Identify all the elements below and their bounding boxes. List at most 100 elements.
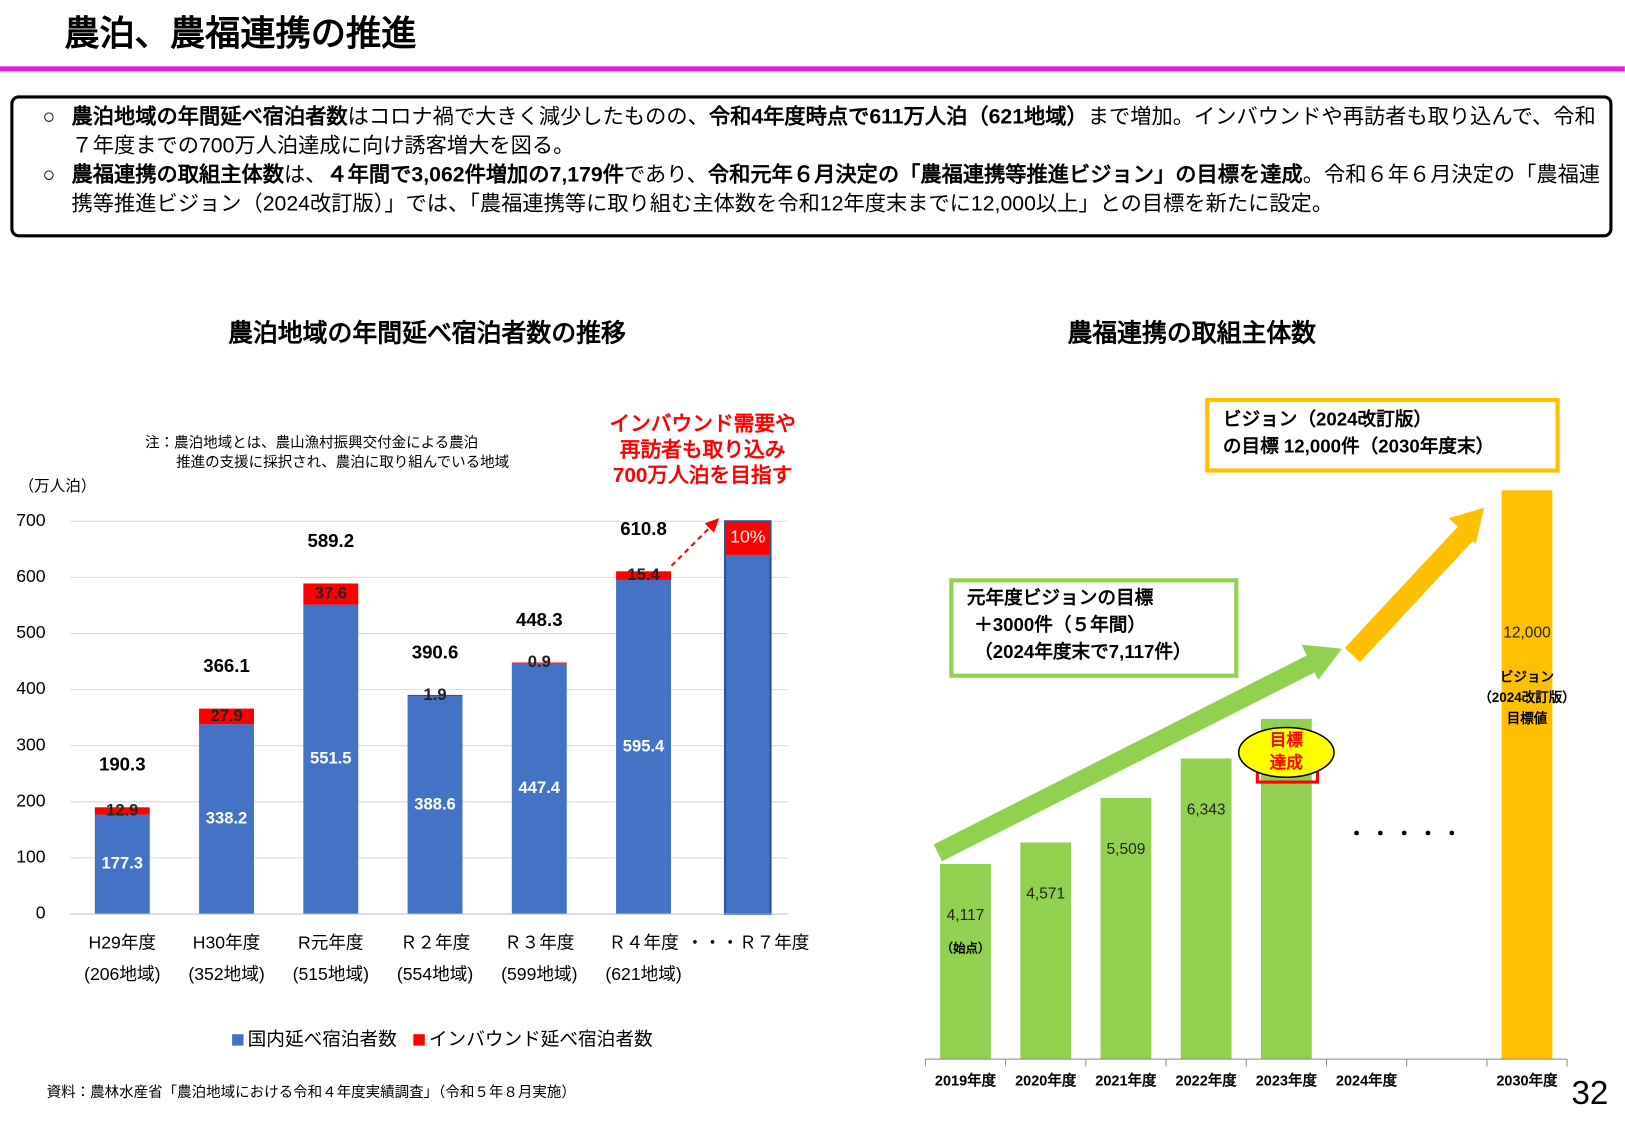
value-label: 27.9 — [210, 706, 242, 725]
x-tick-label: 2030年度 — [1496, 1072, 1558, 1090]
value-label: 4,117 — [947, 907, 985, 924]
y-tick-label: 100 — [16, 847, 46, 867]
chart-title: 農福連携の取組主体数 — [1067, 318, 1316, 347]
value-label: 595.4 — [623, 736, 665, 755]
achieved-badge — [1237, 726, 1335, 779]
value-label: 447.4 — [519, 778, 561, 797]
x-tick-label: 2021年度 — [1095, 1072, 1157, 1090]
domestic-bar — [94, 814, 150, 915]
total-label: 390.6 — [412, 641, 459, 662]
x-tick-sublabel: (515地域) — [293, 964, 369, 984]
y-tick-label: 400 — [16, 678, 46, 698]
x-tick-label: R元年度 — [298, 933, 364, 953]
x-tick-sublabel: (554地域) — [397, 964, 473, 984]
bullet-marker: ○ — [42, 162, 56, 187]
legend-label: 国内延べ宿泊者数 — [248, 1028, 397, 1049]
bold-text: 農泊地域の年間延べ宿泊者数 — [71, 104, 348, 129]
x-tick-label: H30年度 — [193, 933, 261, 953]
total-label: 589.2 — [307, 530, 354, 551]
bar — [940, 863, 991, 1060]
text: 。令和６年６月決定の「農福連携等推進ビジョン（2024改訂版）」では、「農福連携… — [71, 162, 1601, 216]
start-label: （始点） — [941, 941, 991, 956]
bold-text: 令和4年度時点で611万人泊（621地域） — [708, 104, 1088, 129]
bold-text: ４年間で3,062件増加の7,179件 — [326, 162, 624, 187]
inbound-bar — [303, 583, 359, 605]
page-title: 農泊、農福連携の推進 — [64, 15, 416, 54]
x-tick-label: ・・・Ｒ７年度 — [686, 933, 809, 953]
x-tick-label: 2020年度 — [1015, 1072, 1077, 1090]
value-label: 177.3 — [102, 854, 144, 873]
summary-bullet: ○ 農泊地域の年間延べ宿泊者数はコロナ禍で大きく減少したものの、令和4年度時点で6… — [28, 103, 1605, 161]
goal-box-text: ＋3000件（５年間） — [974, 614, 1146, 635]
domestic-bar — [199, 724, 254, 915]
bullet-marker: ○ — [42, 104, 56, 129]
chart-title: 農泊地域の年間延べ宿泊者数の推移 — [228, 318, 626, 347]
inbound-bar — [407, 694, 463, 696]
inbound-bar — [94, 807, 150, 815]
domestic-bar — [407, 695, 463, 915]
text: であり、 — [623, 162, 708, 187]
y-axis-label: （万人泊） — [19, 477, 97, 495]
goal-box — [949, 578, 1239, 678]
x-tick-sublabel: (599地域) — [501, 964, 577, 984]
x-tick-sublabel: (621地域) — [605, 964, 681, 984]
target-bar-label: （2024改訂版） — [1478, 689, 1575, 705]
x-tick-label: Ｒ４年度 — [608, 933, 678, 953]
y-tick-label: 600 — [16, 566, 46, 586]
target-bar-label: ビジョン — [1500, 668, 1554, 684]
value-label: 1.9 — [424, 685, 447, 704]
value-label: 338.2 — [206, 809, 248, 828]
x-tick-label: Ｒ３年度 — [504, 933, 574, 953]
summary-box: ○ 農泊地域の年間延べ宿泊者数はコロナ禍で大きく減少したものの、令和4年度時点で6… — [10, 95, 1613, 238]
target-arrow — [670, 523, 714, 567]
x-tick-label: H29年度 — [89, 933, 157, 953]
x-tick-label: 2019年度 — [935, 1072, 997, 1090]
total-label: 366.1 — [203, 655, 250, 676]
target-box — [1205, 397, 1560, 473]
y-tick-label: 700 — [16, 510, 46, 530]
y-tick-label: 200 — [16, 790, 46, 810]
domestic-bar — [616, 579, 672, 915]
title-rule — [0, 66, 1625, 72]
domestic-bar — [724, 554, 771, 915]
bar — [1100, 797, 1152, 1060]
total-label: 190.3 — [99, 754, 146, 775]
value-label: 12.9 — [106, 800, 138, 819]
value-label: 6,343 — [1187, 801, 1226, 818]
inbound-bar — [724, 521, 771, 555]
value-label: 388.6 — [414, 794, 456, 813]
x-tick-label: 2024年度 — [1336, 1072, 1398, 1090]
text: はコロナ禍で大きく減少したものの、 — [347, 104, 709, 129]
text: まで増加。インバウンドや再訪者も取り込んで、令和７年度までの700万人泊達成に向… — [71, 104, 1596, 158]
text: は、 — [283, 162, 327, 187]
value-label: 12,000 — [1503, 624, 1551, 641]
legend-label: インバウンド延べ宿泊者数 — [429, 1028, 653, 1049]
goal-box-text: 元年度ビジョンの目標 — [967, 587, 1154, 608]
target-annotation: 700万人泊を目指す — [613, 463, 793, 487]
bold-text: 令和元年６月決定の「農福連携等推進ビジョン」の目標を達成 — [707, 162, 1303, 187]
y-tick-label: 300 — [16, 734, 46, 754]
domestic-bar — [303, 604, 359, 915]
target-arrowhead — [704, 518, 720, 533]
x-tick-sublabel: (206地域) — [84, 964, 160, 984]
legend-swatch — [232, 1034, 244, 1046]
target-arrow — [1344, 525, 1474, 663]
value-label: 0.9 — [528, 652, 551, 671]
x-tick-label: Ｒ２年度 — [400, 933, 470, 953]
domestic-bar — [511, 662, 567, 915]
achieved-label: 達成 — [1270, 752, 1304, 772]
target-annotation: 再訪者も取り込み — [620, 437, 786, 461]
goal-box-text: （2024年度末で7,117件） — [974, 641, 1192, 662]
inbound-bar — [616, 571, 672, 580]
value-label: 5,509 — [1107, 841, 1146, 858]
legend-swatch — [413, 1034, 425, 1046]
target-bar-label: 目標値 — [1507, 710, 1548, 726]
value-label: 551.5 — [310, 749, 352, 768]
inbound-bar — [199, 708, 254, 725]
value-label: 15.4 — [627, 565, 660, 584]
x-tick-label: 2023年度 — [1256, 1072, 1318, 1090]
total-label: 448.3 — [516, 609, 563, 630]
